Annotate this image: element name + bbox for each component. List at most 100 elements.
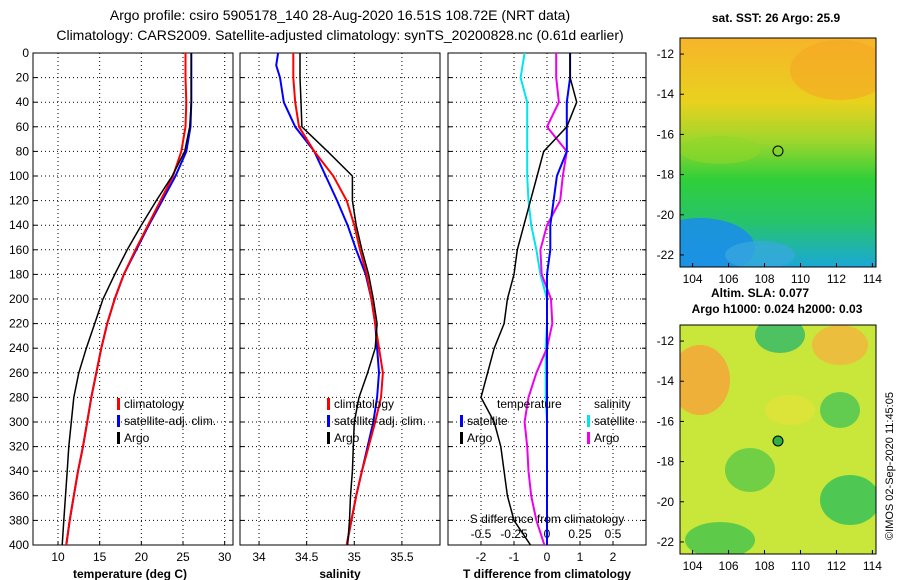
legend-satellite-swatch (117, 415, 120, 427)
header-line1: Argo profile: csiro 5905178_140 28-Aug-2… (110, 7, 570, 23)
depth-tick-label: 100 (9, 169, 29, 183)
map-y-tick-label: -16 (657, 414, 675, 428)
s-tick-label: 0.5 (605, 527, 622, 541)
legend-temp-satellite-swatch (460, 415, 463, 427)
depth-tick-label: 360 (9, 489, 29, 503)
s-tick-label: -0.5 (471, 527, 492, 541)
depth-tick-label: 180 (9, 267, 29, 281)
salinity-xlabel: salinity (319, 567, 361, 580)
depth-tick-label: 60 (16, 120, 30, 134)
header-line2: Climatology: CARS2009. Satellite-adjuste… (56, 27, 623, 43)
sst-map-frame (679, 37, 877, 268)
map-x-tick-label: 104 (683, 272, 703, 286)
depth-tick-label: 220 (9, 317, 29, 331)
map-x-tick-label: 106 (719, 272, 739, 286)
map-x-tick-label: 110 (791, 559, 810, 573)
depth-tick-label: 140 (9, 218, 29, 232)
x-tick-label: 10 (51, 550, 65, 564)
sst-map-title: sat. SST: 26 Argo: 25.9 (712, 11, 841, 25)
difference-panel: -2 -1 0 1 2-0.5 -0.25 0 0.25 0.5 temperature sat… (447, 52, 647, 580)
x-tick-label: 25 (176, 550, 190, 564)
sla-map-subtitle: Argo h1000: 0.024 h2000: 0.03 (692, 302, 863, 316)
depth-tick-label: 80 (16, 144, 30, 158)
x-tick-label: 20 (135, 550, 149, 564)
legend-temp-argo-swatch (460, 432, 463, 444)
sst-argo-marker (772, 145, 784, 157)
sla-map-panel: Altim. SLA: 0.077 Argo h1000: 0.024 h200… (657, 286, 883, 573)
map-y-tick-label: -20 (657, 208, 675, 222)
map-x-tick-label: 114 (863, 272, 882, 286)
map-y-tick-label: -22 (657, 248, 675, 262)
map-x-tick-label: 104 (683, 559, 703, 573)
map-y-tick-label: -20 (657, 495, 675, 509)
legend-temp-satellite: satellite (467, 414, 508, 428)
depth-tick-label: 320 (9, 440, 29, 454)
map-y-tick-label: -22 (657, 535, 675, 549)
legend-sal-satellite-swatch (587, 415, 590, 427)
legend-climatology: climatology (334, 397, 394, 411)
salinity-climatology-line (292, 53, 384, 546)
x-tick-label: 35.5 (390, 550, 414, 564)
temperature-argo-line (61, 53, 193, 546)
depth-tick-label: 0 (22, 46, 29, 60)
x-tick-label: 35 (348, 550, 362, 564)
salinity-panel: 34 34.5 35 35.5 climatology satellite-adj. … (239, 52, 441, 580)
s-tick-label: 0.25 (568, 527, 592, 541)
map-x-tick-label: 114 (863, 559, 882, 573)
legend-argo-swatch (117, 432, 120, 444)
x-tick-label: 15 (93, 550, 107, 564)
map-x-tick-label: 110 (791, 272, 810, 286)
depth-tick-label: 160 (9, 243, 29, 257)
map-y-tick-label: -12 (657, 47, 675, 61)
depth-tick-label: 260 (9, 366, 29, 380)
x-tick-label: -2 (476, 550, 487, 564)
legend-sal-satellite: satellite (594, 414, 635, 428)
s-difference-title: S difference from climatology (470, 512, 625, 526)
legend-temperature-title: temperature (497, 397, 562, 411)
salinity-argo-line (299, 53, 378, 546)
difference-legend: temperature satellite Argo salinity sate… (460, 397, 635, 445)
depth-tick-label: 20 (16, 71, 30, 85)
legend-satellite: satellite-adj. clim. (334, 414, 426, 428)
map-y-tick-label: -18 (657, 455, 675, 469)
legend-satellite: satellite-adj. clim. (124, 414, 216, 428)
depth-tick-label: 120 (9, 194, 29, 208)
depth-tick-label: 380 (9, 513, 29, 527)
legend-sal-argo: Argo (594, 431, 620, 445)
sla-map-frame (679, 324, 877, 555)
legend-salinity-title: salinity (594, 397, 631, 411)
salinity-legend: climatology satellite-adj. clim. Argo (327, 397, 426, 445)
temperature-xlabel: temperature (deg C) (73, 567, 187, 580)
sst-heatmap (680, 38, 876, 267)
map-y-tick-label: -12 (657, 334, 675, 348)
depth-tick-label: 240 (9, 341, 29, 355)
temperature-climatology-line (65, 53, 188, 546)
map-x-tick-label: 108 (754, 272, 774, 286)
legend-argo: Argo (124, 431, 150, 445)
legend-climatology-swatch (327, 398, 330, 410)
footer-stamp: ©IMOS 02-Sep-2020 11:45:05 (884, 392, 896, 540)
map-y-tick-label: -14 (657, 87, 675, 101)
legend-climatology: climatology (124, 397, 184, 411)
map-x-tick-label: 112 (827, 559, 846, 573)
temperature-diff-argo-line (480, 53, 578, 546)
x-tick-label: 34.5 (295, 550, 319, 564)
temperature-legend: climatology satellite-adj. clim. Argo (117, 397, 216, 445)
map-y-tick-label: -16 (657, 127, 675, 141)
depth-tick-label: 200 (9, 292, 29, 306)
depth-tick-label: 40 (16, 95, 30, 109)
legend-argo-swatch (327, 432, 330, 444)
x-tick-label: 2 (610, 550, 617, 564)
temperature-diff-satellite-line (546, 53, 572, 545)
salinity-diff-argo-line (523, 53, 568, 546)
x-tick-label: -1 (509, 550, 520, 564)
legend-sal-argo-swatch (587, 432, 590, 444)
temperature-panel: 10 15 20 25 30020406080100120140160180200220… (9, 46, 234, 580)
map-x-tick-label: 108 (754, 559, 774, 573)
map-y-tick-label: -18 (657, 168, 675, 182)
depth-tick-label: 300 (9, 415, 29, 429)
legend-argo: Argo (334, 431, 360, 445)
x-tick-label: 30 (218, 550, 232, 564)
map-y-tick-label: -14 (657, 374, 675, 388)
